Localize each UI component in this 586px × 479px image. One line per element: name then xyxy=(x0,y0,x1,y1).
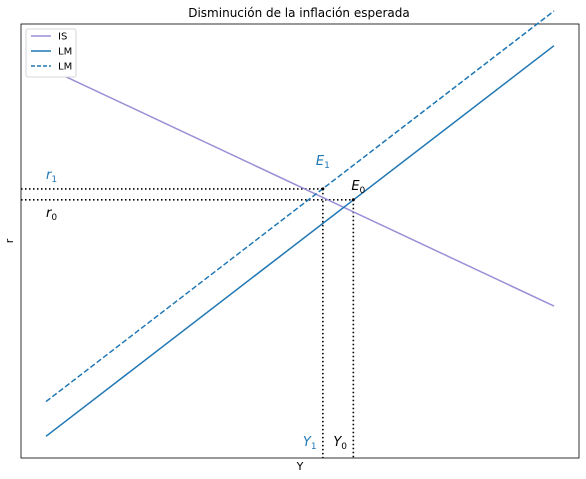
dotted-guides xyxy=(21,188,355,458)
series-line-lm xyxy=(45,45,555,437)
chart-title: Disminución de la inflación esperada xyxy=(188,6,410,20)
x-axis-label: Y xyxy=(296,460,304,473)
axis-annotation-r1: r1 xyxy=(46,168,57,185)
series-layer xyxy=(45,10,555,437)
legend-label-0: IS xyxy=(58,32,67,43)
series-line-is xyxy=(45,66,555,307)
plot-area-frame xyxy=(20,23,580,459)
point-E1 xyxy=(321,187,325,191)
y-axis-label: r xyxy=(3,238,16,243)
legend-label-1: LM xyxy=(58,47,72,58)
legend-box xyxy=(25,28,77,78)
series-line-lm-dashed xyxy=(45,10,555,403)
axis-annotation-r0: r0 xyxy=(46,206,57,223)
point-E0 xyxy=(351,198,355,202)
legend-label-2: LM xyxy=(58,62,72,73)
legend: IS LM LM xyxy=(25,28,77,78)
